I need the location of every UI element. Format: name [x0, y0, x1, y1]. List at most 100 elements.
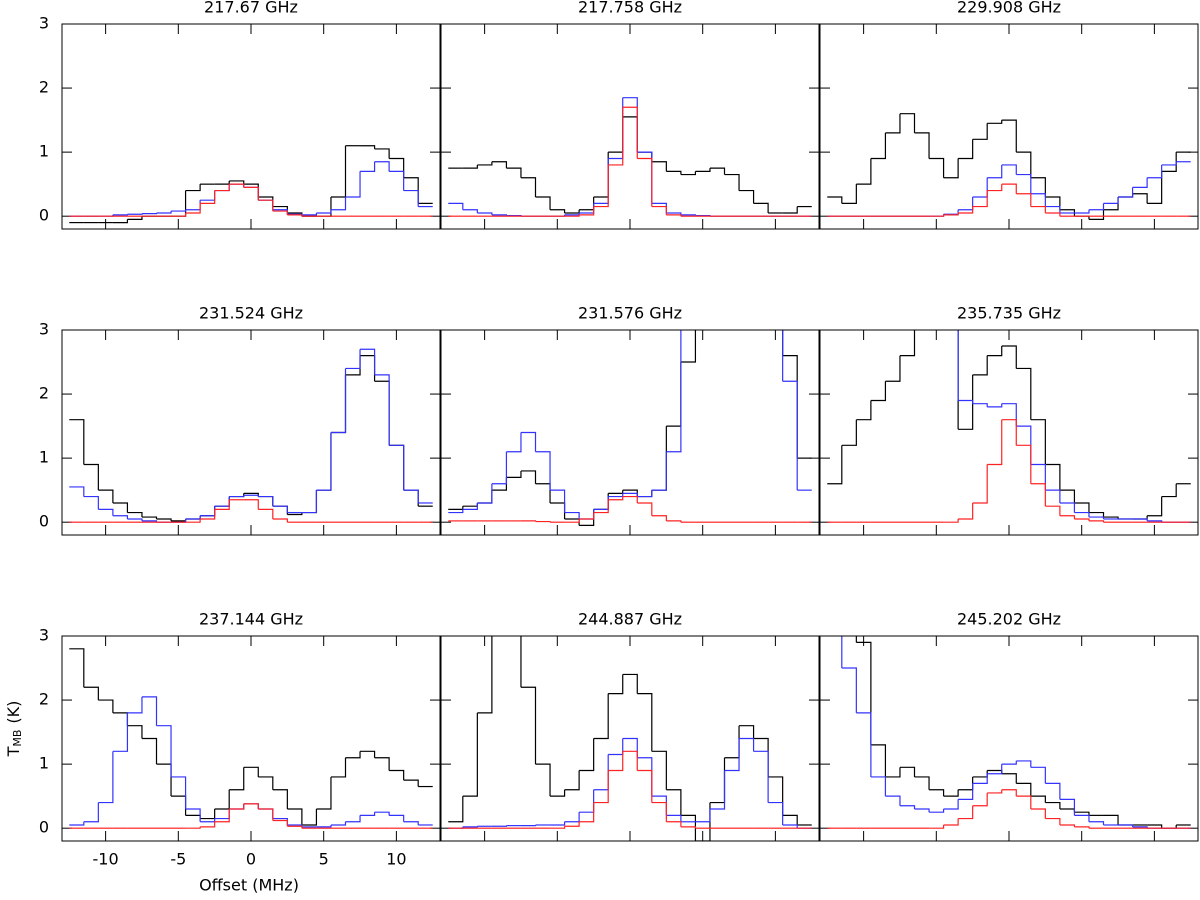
spectrum-step — [214, 808, 230, 820]
y-tick-label: 3 — [39, 14, 49, 33]
spectrum-step — [243, 186, 259, 201]
spectrum-step — [214, 499, 230, 510]
spectrum-step — [156, 518, 172, 521]
spectrum-step — [258, 495, 274, 507]
spectrum-step — [141, 212, 158, 215]
spectrum-step — [477, 490, 493, 504]
spectrum-step — [112, 712, 129, 752]
spectrum-step — [958, 206, 974, 214]
spectrum-step — [403, 489, 419, 507]
spectrum-step — [782, 206, 798, 214]
spectrum-step — [593, 152, 609, 198]
spectrum-step — [899, 113, 916, 133]
spectrum-step — [579, 789, 595, 813]
spectrum-step — [243, 183, 259, 197]
spectrum-step — [1103, 516, 1119, 519]
spectrum-step — [243, 766, 259, 777]
spectrum-step — [768, 776, 784, 816]
spectrum-step — [637, 151, 653, 162]
spectrum-step — [287, 214, 303, 217]
spectrum-step — [345, 171, 361, 198]
spectrum-step — [637, 151, 653, 204]
y-axis-label-symbol: T — [4, 746, 23, 757]
spectrum-step — [448, 506, 464, 510]
spectrum-step — [1030, 205, 1046, 213]
spectrum-step — [1045, 196, 1061, 210]
spectrum-step — [972, 792, 988, 807]
spectrum-step — [1059, 808, 1076, 813]
spectrum-step — [782, 355, 798, 459]
spectrum-step — [1118, 187, 1134, 198]
spectrum-step — [622, 673, 638, 694]
spectrum-step — [608, 674, 624, 695]
spectrum-step — [462, 712, 478, 797]
panel-title: 231.576 GHz — [578, 304, 682, 323]
spectrum-step — [1147, 164, 1163, 179]
spectrum-step — [69, 419, 85, 465]
spectrum-step — [1016, 193, 1032, 207]
spectrum-step — [885, 767, 901, 778]
spectrum-step — [739, 737, 755, 752]
spectrum-step — [1088, 511, 1105, 518]
spectrum-step — [958, 502, 974, 520]
spectrum-step — [680, 171, 697, 176]
spectrum-step — [987, 419, 1003, 466]
spectrum-step — [929, 808, 945, 813]
spectrum-step — [1132, 518, 1148, 521]
series — [69, 499, 433, 523]
spectrum-step — [360, 348, 376, 375]
spectrum-step — [666, 821, 682, 827]
spectrum-step — [1074, 502, 1090, 513]
spectrum-step — [171, 212, 187, 217]
spectrum-step — [535, 483, 551, 503]
spectrum-step — [374, 757, 390, 771]
spectrum-step — [943, 158, 959, 179]
spectrum-step — [200, 808, 216, 820]
spectrum-step — [185, 826, 201, 829]
spectrum-step — [374, 811, 390, 816]
spectrum-step — [651, 161, 667, 172]
spectrum-step — [958, 399, 974, 404]
spectrum-step — [739, 189, 755, 204]
spectrum-step — [229, 495, 245, 498]
spectrum-step — [709, 757, 726, 804]
spectrum-step — [651, 205, 667, 215]
spectrum-step — [1001, 773, 1017, 784]
spectrum-step — [229, 180, 245, 185]
spectrum-step — [651, 750, 667, 790]
spectrum-step — [1045, 489, 1061, 503]
spectrum-step — [782, 814, 798, 825]
series — [827, 789, 1191, 829]
spectrum-step — [972, 773, 988, 784]
spectrum-step — [1045, 463, 1061, 491]
spectrum-step — [782, 330, 784, 382]
spectrum-step — [448, 796, 464, 823]
spectrum-step — [593, 493, 609, 510]
spectrum-step — [637, 693, 653, 752]
spectrum-step — [1045, 782, 1061, 800]
spectrum-step — [316, 432, 332, 491]
spectrum-step — [637, 502, 653, 516]
spectrum-step — [535, 451, 551, 491]
spectrum-step — [827, 445, 843, 485]
spectrum-step — [608, 107, 624, 166]
panel: 245.202 GHz — [819, 610, 1199, 842]
spectrum-step — [782, 330, 784, 356]
spectrum-step — [564, 511, 580, 519]
spectrum-step — [403, 189, 419, 207]
spectrum-step — [841, 667, 857, 713]
spectrum-step — [214, 184, 230, 192]
spectrum-step — [550, 826, 566, 829]
spectrum-step — [1059, 209, 1076, 217]
y-tick-label: 0 — [39, 206, 49, 225]
panel: 217.758 GHz — [440, 0, 820, 230]
y-tick-label: 2 — [39, 384, 49, 403]
spectrum-step — [885, 355, 901, 382]
spectrum-step — [477, 212, 493, 215]
x-tick-label: -10 — [93, 850, 119, 869]
y-tick-label: 2 — [39, 690, 49, 709]
spectrum-step — [1001, 164, 1017, 175]
spectrum-step — [520, 636, 522, 688]
spectrum-step — [330, 821, 347, 826]
